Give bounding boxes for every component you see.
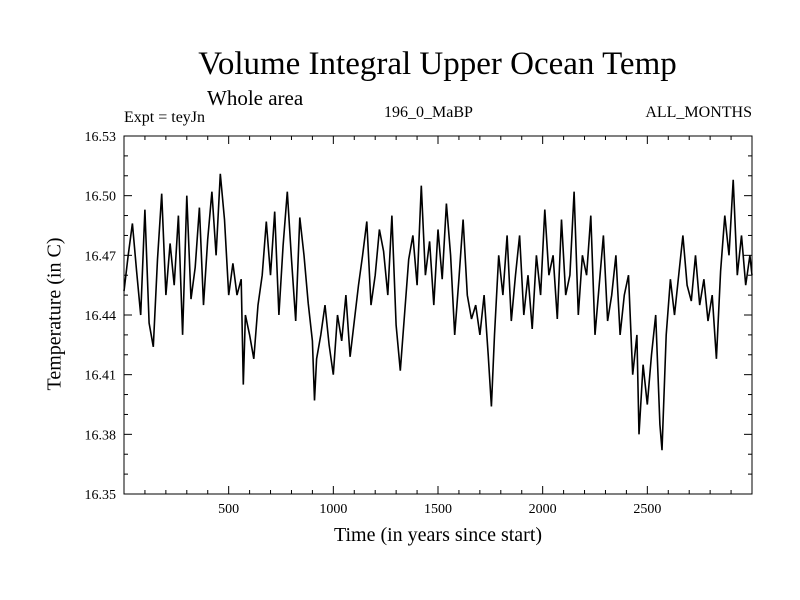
x-tick-label: 1500 [424,502,452,517]
y-tick-label: 16.41 [85,369,117,384]
chart-subtitle: Whole area [207,86,304,110]
period-label: 196_0_MaBP [384,104,473,121]
axis-ticks: 16.35 16.38 16.41 16.44 16.47 16.50 16.53 500 10… [85,130,752,517]
x-axis-label: Time (in years since start) [333,524,543,546]
x-tick-label: 2500 [633,502,661,517]
y-tick-label: 16.47 [85,249,117,264]
series-line-temperature [123,173,753,451]
y-tick-label: 16.38 [85,428,117,443]
y-tick-label: 16.50 [85,190,117,205]
x-tick-label: 500 [218,502,239,517]
y-tick-label: 16.53 [85,130,117,145]
chart-title: Volume Integral Upper Ocean Temp [198,46,677,82]
plot-frame [123,135,753,495]
x-tick-label: 2000 [529,502,557,517]
series-layer [123,173,753,451]
experiment-label: Expt = teyJn [124,109,206,126]
y-tick-label: 16.44 [85,309,117,324]
y-tick-label: 16.35 [85,488,117,503]
months-label: ALL_MONTHS [645,104,752,121]
x-tick-label: 1000 [319,502,347,517]
